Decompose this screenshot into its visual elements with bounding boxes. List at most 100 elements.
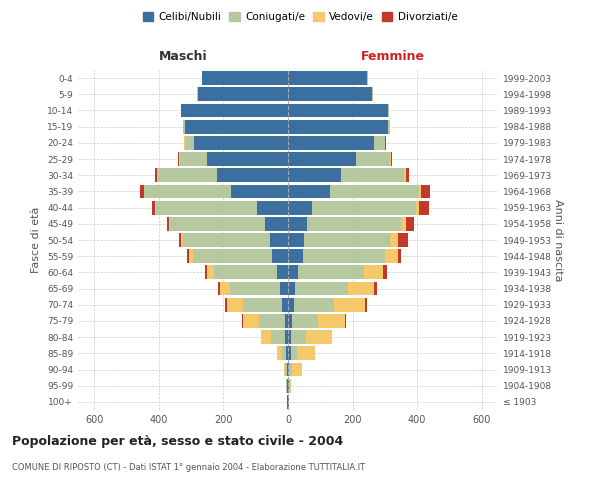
Bar bbox=[416, 200, 419, 214]
Bar bbox=[288, 362, 289, 376]
Bar bbox=[306, 330, 332, 344]
Bar bbox=[167, 217, 169, 230]
Bar bbox=[365, 298, 367, 312]
Bar bbox=[385, 250, 398, 263]
Bar bbox=[398, 250, 401, 263]
Bar bbox=[294, 298, 334, 312]
Bar bbox=[271, 330, 286, 344]
Bar bbox=[285, 314, 288, 328]
Bar bbox=[155, 200, 257, 214]
Bar bbox=[243, 314, 259, 328]
Bar bbox=[180, 152, 207, 166]
Bar bbox=[280, 282, 288, 296]
Bar bbox=[291, 330, 306, 344]
Bar bbox=[421, 184, 430, 198]
Legend: Celibi/Nubili, Coniugati/e, Vedovi/e, Divorziati/e: Celibi/Nubili, Coniugati/e, Vedovi/e, Di… bbox=[139, 8, 461, 26]
Bar bbox=[288, 298, 294, 312]
Bar bbox=[232, 184, 288, 198]
Bar bbox=[364, 266, 383, 280]
Bar bbox=[287, 395, 288, 409]
Bar bbox=[383, 266, 386, 280]
Bar bbox=[257, 200, 288, 214]
Bar bbox=[193, 250, 272, 263]
Bar bbox=[287, 362, 288, 376]
Bar bbox=[284, 362, 286, 376]
Bar bbox=[302, 250, 385, 263]
Y-axis label: Fasce di età: Fasce di età bbox=[31, 207, 41, 273]
Bar bbox=[286, 362, 287, 376]
Bar bbox=[390, 233, 398, 247]
Bar bbox=[288, 233, 304, 247]
Bar bbox=[288, 282, 295, 296]
Bar bbox=[218, 282, 220, 296]
Bar bbox=[374, 282, 377, 296]
Bar bbox=[227, 298, 243, 312]
Bar bbox=[345, 314, 346, 328]
Bar bbox=[288, 314, 292, 328]
Bar bbox=[207, 266, 214, 280]
Bar bbox=[181, 104, 288, 118]
Bar bbox=[281, 346, 286, 360]
Text: COMUNE DI RIPOSTO (CT) - Dati ISTAT 1° gennaio 2004 - Elaborazione TUTTITALIA.IT: COMUNE DI RIPOSTO (CT) - Dati ISTAT 1° g… bbox=[12, 462, 365, 471]
Bar bbox=[185, 120, 288, 134]
Bar bbox=[312, 200, 416, 214]
Bar bbox=[143, 184, 144, 198]
Bar bbox=[194, 136, 288, 149]
Y-axis label: Anni di nascita: Anni di nascita bbox=[553, 198, 563, 281]
Bar bbox=[230, 282, 280, 296]
Bar bbox=[220, 282, 230, 296]
Bar bbox=[281, 298, 288, 312]
Bar bbox=[187, 250, 190, 263]
Bar bbox=[152, 200, 155, 214]
Bar bbox=[401, 217, 406, 230]
Bar bbox=[406, 168, 409, 182]
Bar bbox=[183, 120, 185, 134]
Bar bbox=[197, 88, 288, 101]
Bar bbox=[318, 314, 345, 328]
Bar bbox=[367, 71, 368, 85]
Bar bbox=[179, 152, 180, 166]
Bar bbox=[286, 379, 287, 392]
Bar bbox=[140, 184, 143, 198]
Bar bbox=[298, 266, 364, 280]
Bar bbox=[388, 120, 390, 134]
Bar bbox=[288, 152, 356, 166]
Bar bbox=[259, 314, 285, 328]
Bar bbox=[207, 152, 288, 166]
Bar bbox=[288, 217, 307, 230]
Bar bbox=[385, 136, 386, 149]
Bar bbox=[288, 71, 367, 85]
Bar bbox=[170, 217, 265, 230]
Bar bbox=[185, 136, 194, 149]
Bar bbox=[406, 217, 414, 230]
Bar bbox=[214, 266, 277, 280]
Bar bbox=[419, 200, 428, 214]
Bar bbox=[349, 282, 374, 296]
Bar bbox=[390, 152, 391, 166]
Bar bbox=[260, 330, 261, 344]
Bar bbox=[155, 168, 157, 182]
Bar bbox=[290, 379, 291, 392]
Bar bbox=[181, 233, 183, 247]
Bar bbox=[272, 250, 288, 263]
Bar bbox=[205, 266, 207, 280]
Bar bbox=[304, 233, 390, 247]
Bar bbox=[261, 330, 271, 344]
Bar bbox=[243, 298, 281, 312]
Bar bbox=[297, 346, 315, 360]
Text: Maschi: Maschi bbox=[158, 50, 208, 63]
Bar bbox=[388, 104, 389, 118]
Bar bbox=[265, 217, 288, 230]
Bar bbox=[292, 314, 318, 328]
Bar bbox=[286, 346, 288, 360]
Bar bbox=[334, 298, 365, 312]
Bar bbox=[288, 346, 290, 360]
Bar bbox=[288, 395, 289, 409]
Bar bbox=[190, 250, 193, 263]
Bar bbox=[307, 217, 401, 230]
Bar bbox=[356, 152, 390, 166]
Bar bbox=[288, 120, 388, 134]
Bar bbox=[288, 330, 291, 344]
Bar bbox=[288, 104, 388, 118]
Bar bbox=[286, 330, 288, 344]
